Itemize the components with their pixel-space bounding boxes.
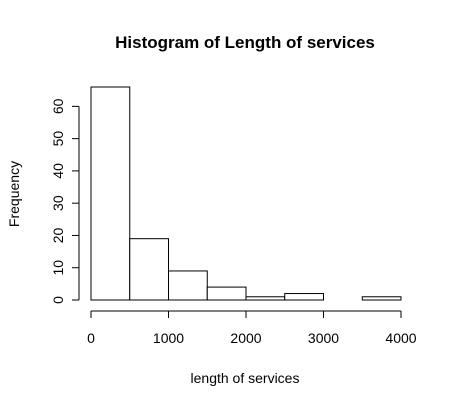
y-tick-label-0: 0 [50, 296, 66, 304]
histogram-bar-4 [245, 296, 286, 301]
histogram-bar-3 [206, 286, 247, 301]
y-axis: 0 10 20 30 40 50 60 [50, 98, 80, 304]
histogram-bar-5 [284, 293, 324, 301]
x-tick-label-0: 0 [87, 330, 95, 346]
y-tick-label-5: 50 [50, 131, 66, 147]
x-axis-label: length of services [191, 370, 300, 386]
y-axis-label: Frequency [6, 161, 22, 227]
histogram-bar-7 [361, 296, 402, 301]
y-tick-label-6: 60 [50, 98, 66, 114]
x-tick-label-2: 2000 [230, 330, 261, 346]
y-tick-label-4: 40 [50, 163, 66, 179]
x-tick-label-1: 1000 [153, 330, 184, 346]
x-tick-label-4: 4000 [385, 330, 416, 346]
histogram-bar-1 [129, 238, 169, 301]
chart-title: Histogram of Length of services [115, 33, 375, 52]
histogram-bar-0 [90, 86, 131, 301]
y-tick-label-3: 30 [50, 195, 66, 211]
bars-group [90, 86, 402, 301]
x-tick-label-3: 3000 [308, 330, 339, 346]
histogram-bar-2 [168, 270, 208, 301]
x-axis: 0 1000 2000 3000 4000 [87, 310, 417, 346]
y-tick-label-2: 20 [50, 227, 66, 243]
y-tick-label-1: 10 [50, 260, 66, 276]
